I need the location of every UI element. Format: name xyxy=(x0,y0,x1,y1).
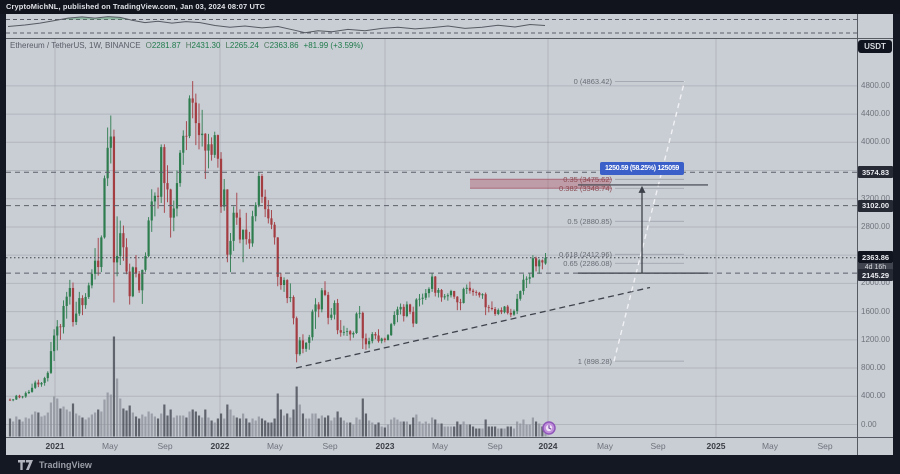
indicator-pane xyxy=(6,16,857,34)
price-range-tooltip: 1250.59 (58.25%) 125059 xyxy=(600,162,684,175)
fib-level-label: 0 (4863.42) xyxy=(573,76,612,86)
price-tick: 2800.00 xyxy=(861,221,890,231)
trendline[interactable] xyxy=(295,286,651,369)
time-tick: 2025 xyxy=(706,441,726,451)
time-tick: Sep xyxy=(487,441,503,451)
price-range-tool[interactable] xyxy=(578,184,708,274)
projection-line[interactable] xyxy=(613,81,686,362)
fib-level-label: 0.382 (3348.74) xyxy=(559,183,612,193)
fib-zone xyxy=(470,178,612,189)
ohlc-number: 2265.24 xyxy=(229,41,259,50)
time-tick: May xyxy=(596,441,614,451)
grid-layer xyxy=(6,38,857,437)
chart-background xyxy=(6,14,893,455)
price-label-badge: 3574.83 xyxy=(858,166,893,179)
price-tick: 0.00 xyxy=(861,419,877,429)
price-label-badge: 2363.86 xyxy=(858,251,893,264)
fib-level-label: 0.5 (2880.85) xyxy=(567,216,612,226)
time-tick: May xyxy=(266,441,284,451)
price-label-badge: 3102.00 xyxy=(858,199,893,212)
time-tick: May xyxy=(761,441,779,451)
fib-level-label: 0.618 (2412.96) xyxy=(559,249,612,259)
pane-borders xyxy=(6,14,893,455)
time-tick: May xyxy=(101,441,119,451)
ohlc-label: H xyxy=(185,41,192,50)
fib-level-label: 1 (898.28) xyxy=(577,356,612,366)
ohlc-number: 2363.86 xyxy=(269,41,299,50)
time-tick: Sep xyxy=(650,441,666,451)
alert-price-lines[interactable] xyxy=(6,171,857,274)
price-tick: 4400.00 xyxy=(861,109,890,119)
ohlc-number: 2281.87 xyxy=(151,41,181,50)
price-tick: 1200.00 xyxy=(861,334,890,344)
fib-level-label: 0.65 (2286.08) xyxy=(563,258,612,268)
tradingview-wordmark[interactable]: TradingView xyxy=(39,459,92,470)
price-tick: 2000.00 xyxy=(861,278,890,288)
ohlc-label: L xyxy=(225,41,230,50)
candles-layer xyxy=(8,81,547,402)
time-tick: 2024 xyxy=(538,441,558,451)
fib-level-label: 0.35 (3475.62) xyxy=(563,174,612,184)
symbol-info-bar[interactable]: Ethereum / TetherUS, 1W, BINANCE O2281.87… xyxy=(10,41,363,50)
ohlc-label: O xyxy=(145,41,152,50)
time-tick: Sep xyxy=(322,441,338,451)
ohlc-values: O2281.87 H2431.30 L2265.24 C2363.86 xyxy=(141,41,299,50)
bar-countdown: 4d 16h xyxy=(858,263,893,273)
footer-bar: TradingView xyxy=(0,455,900,474)
price-tick: 4000.00 xyxy=(861,137,890,147)
price-label-badge: 2145.29 xyxy=(858,269,893,281)
price-tick: 400.00 xyxy=(861,391,886,401)
price-tick: 3200.00 xyxy=(861,193,890,203)
publish-header: CryptoMichNL, published on TradingView.c… xyxy=(0,0,900,14)
currency-toggle-button[interactable]: USDT xyxy=(858,40,892,53)
ohlc-number: 2431.30 xyxy=(191,41,221,50)
price-tick: 800.00 xyxy=(861,363,886,373)
time-tick: 2022 xyxy=(210,441,230,451)
tradingview-logo-icon[interactable] xyxy=(18,459,33,470)
volume-layer xyxy=(8,336,547,437)
price-tick: 1600.00 xyxy=(861,306,890,316)
time-tick: Sep xyxy=(817,441,833,451)
time-tick: 2023 xyxy=(375,441,395,451)
time-tick: Sep xyxy=(157,441,173,451)
symbol-title: Ethereum / TetherUS, 1W, BINANCE xyxy=(10,41,141,50)
time-tick: 2021 xyxy=(45,441,65,451)
time-tick: May xyxy=(431,441,449,451)
event-marker-icon[interactable] xyxy=(542,421,556,435)
change-value: +81.99 (+3.59%) xyxy=(303,41,364,50)
ohlc-label: C xyxy=(263,41,270,50)
fib-lines[interactable] xyxy=(615,80,684,362)
price-tick: 4800.00 xyxy=(861,80,890,90)
